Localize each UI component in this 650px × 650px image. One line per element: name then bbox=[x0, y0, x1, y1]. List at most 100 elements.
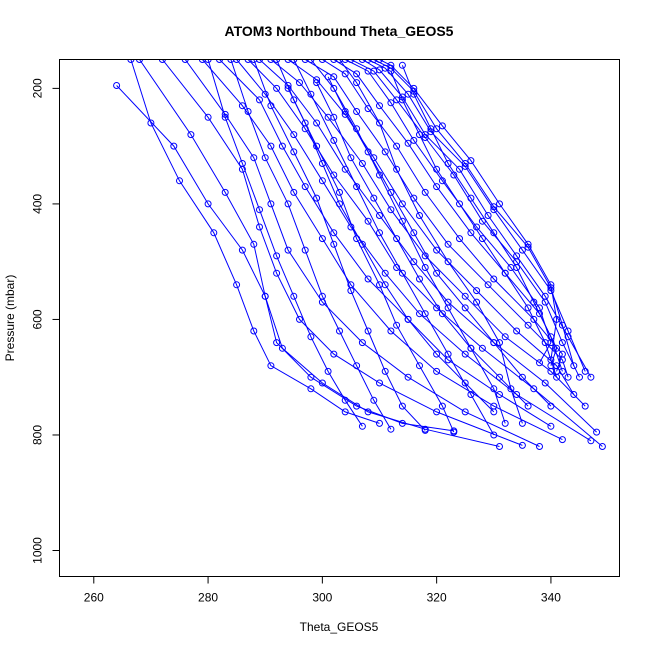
series-line bbox=[139, 59, 500, 447]
data-point bbox=[341, 396, 349, 404]
x-tick-label: 300 bbox=[312, 591, 332, 605]
series-line bbox=[316, 82, 529, 407]
data-point bbox=[376, 212, 383, 219]
data-point bbox=[227, 59, 235, 63]
data-point bbox=[233, 59, 241, 63]
data-point bbox=[587, 437, 595, 445]
data-point bbox=[284, 200, 292, 208]
data-point bbox=[341, 408, 349, 416]
x-tick-label: 260 bbox=[84, 591, 104, 605]
data-point bbox=[221, 188, 229, 196]
data-point bbox=[433, 165, 441, 173]
data-point bbox=[461, 304, 469, 312]
series-line bbox=[270, 59, 586, 407]
data-point bbox=[461, 379, 469, 387]
data-point bbox=[444, 160, 452, 167]
data-point bbox=[547, 402, 555, 410]
data-point bbox=[484, 281, 492, 289]
series-30 bbox=[313, 79, 532, 410]
data-point bbox=[421, 264, 429, 271]
data-point bbox=[113, 82, 121, 89]
data-point bbox=[341, 70, 349, 78]
y-tick-label: 800 bbox=[31, 425, 45, 445]
data-point bbox=[221, 113, 229, 121]
series-line bbox=[401, 65, 563, 372]
data-point bbox=[518, 441, 526, 449]
data-point bbox=[478, 344, 486, 352]
data-point bbox=[581, 402, 589, 410]
data-point bbox=[376, 102, 383, 110]
series-line bbox=[130, 59, 380, 424]
data-point bbox=[250, 154, 258, 162]
series-26 bbox=[250, 59, 429, 434]
data-point bbox=[318, 292, 326, 300]
data-point bbox=[490, 408, 498, 416]
data-point bbox=[318, 160, 326, 167]
data-point bbox=[147, 119, 155, 127]
data-point bbox=[261, 154, 269, 162]
data-point bbox=[530, 385, 538, 393]
data-point bbox=[461, 408, 469, 416]
data-point bbox=[513, 264, 521, 271]
series-33 bbox=[398, 61, 566, 375]
data-point bbox=[256, 59, 263, 63]
data-point bbox=[336, 59, 343, 63]
data-point bbox=[376, 229, 383, 237]
data-point bbox=[393, 321, 401, 329]
series-line bbox=[293, 59, 495, 436]
data-point bbox=[553, 344, 561, 352]
data-point bbox=[461, 292, 469, 300]
data-point bbox=[381, 367, 389, 375]
series-2 bbox=[113, 82, 458, 435]
data-point bbox=[404, 315, 412, 323]
data-point bbox=[301, 246, 309, 254]
data-point bbox=[176, 177, 183, 185]
data-point bbox=[324, 73, 332, 81]
data-point bbox=[501, 419, 509, 427]
data-point bbox=[553, 315, 561, 323]
data-point bbox=[330, 59, 338, 63]
data-point bbox=[450, 428, 458, 436]
data-point bbox=[284, 246, 292, 254]
data-point bbox=[273, 59, 281, 63]
data-point bbox=[364, 327, 372, 335]
series-line bbox=[236, 59, 592, 442]
data-point bbox=[433, 408, 441, 416]
data-point bbox=[518, 373, 526, 381]
data-point bbox=[433, 269, 441, 277]
data-point bbox=[381, 281, 389, 289]
data-point bbox=[461, 350, 469, 358]
data-point bbox=[484, 212, 492, 219]
data-point bbox=[478, 217, 486, 225]
data-point bbox=[238, 246, 246, 254]
data-point bbox=[513, 327, 521, 335]
series-line bbox=[116, 85, 454, 432]
data-point bbox=[318, 177, 326, 185]
data-point bbox=[238, 102, 246, 110]
data-point bbox=[427, 125, 435, 133]
data-point bbox=[370, 194, 378, 202]
x-axis: 260 280 300 320 340 bbox=[84, 576, 561, 605]
data-point bbox=[284, 59, 292, 63]
data-point bbox=[404, 373, 412, 381]
data-point bbox=[313, 119, 321, 127]
series-1 bbox=[127, 59, 383, 427]
data-point bbox=[524, 240, 532, 248]
data-point bbox=[136, 59, 143, 63]
data-point bbox=[376, 119, 383, 127]
data-point bbox=[433, 183, 441, 191]
series-18 bbox=[358, 59, 595, 381]
data-point bbox=[336, 200, 343, 208]
data-point bbox=[358, 339, 366, 347]
data-point bbox=[330, 84, 338, 92]
data-point bbox=[376, 419, 383, 427]
data-point bbox=[438, 310, 446, 318]
data-point bbox=[490, 339, 498, 347]
data-point bbox=[358, 59, 366, 63]
data-point bbox=[330, 240, 338, 248]
data-point bbox=[467, 229, 475, 237]
data-point bbox=[547, 356, 555, 364]
data-point bbox=[267, 59, 275, 63]
data-point bbox=[490, 275, 498, 283]
